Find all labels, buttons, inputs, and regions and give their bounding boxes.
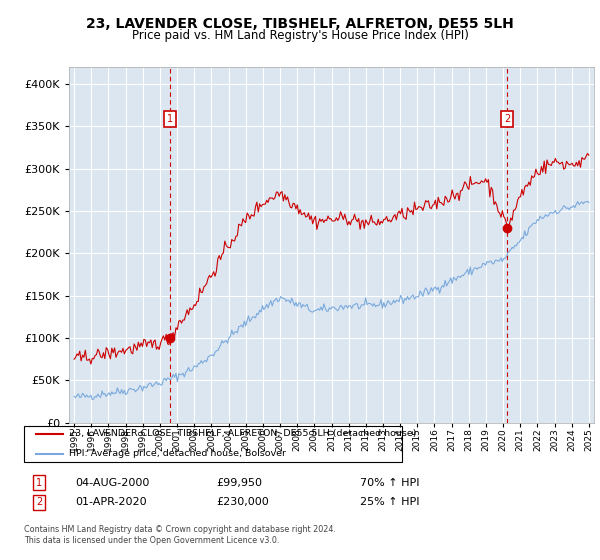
Text: 04-AUG-2000: 04-AUG-2000 (75, 478, 149, 488)
Text: 23, LAVENDER CLOSE, TIBSHELF, ALFRETON, DE55 5LH (detached house): 23, LAVENDER CLOSE, TIBSHELF, ALFRETON, … (69, 429, 416, 438)
Text: 70% ↑ HPI: 70% ↑ HPI (360, 478, 419, 488)
Text: 1: 1 (167, 114, 173, 124)
Text: HPI: Average price, detached house, Bolsover: HPI: Average price, detached house, Bols… (69, 449, 286, 459)
Text: 23, LAVENDER CLOSE, TIBSHELF, ALFRETON, DE55 5LH: 23, LAVENDER CLOSE, TIBSHELF, ALFRETON, … (86, 17, 514, 31)
Text: Price paid vs. HM Land Registry's House Price Index (HPI): Price paid vs. HM Land Registry's House … (131, 29, 469, 42)
Text: 2: 2 (504, 114, 511, 124)
Text: £99,950: £99,950 (216, 478, 262, 488)
Text: 1: 1 (36, 478, 42, 488)
Text: Contains HM Land Registry data © Crown copyright and database right 2024.
This d: Contains HM Land Registry data © Crown c… (24, 525, 336, 545)
Text: 2: 2 (36, 497, 42, 507)
Text: 01-APR-2020: 01-APR-2020 (75, 497, 146, 507)
Text: 25% ↑ HPI: 25% ↑ HPI (360, 497, 419, 507)
Text: £230,000: £230,000 (216, 497, 269, 507)
